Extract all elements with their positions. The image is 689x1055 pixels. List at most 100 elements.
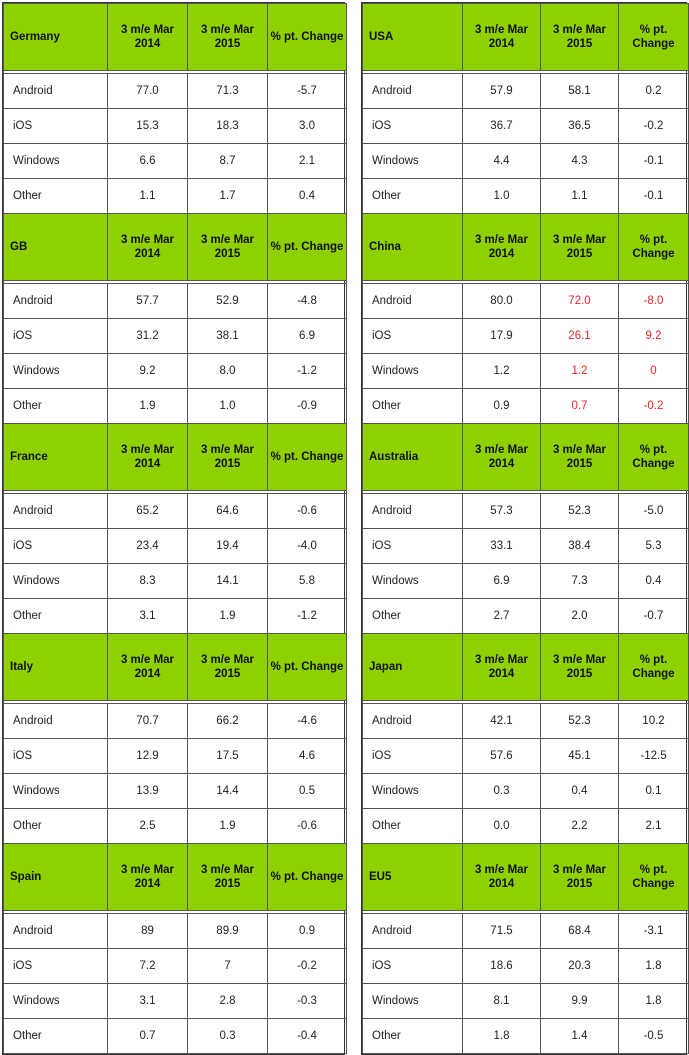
value-change: -0.2 <box>618 388 689 424</box>
os-label: Windows <box>362 983 463 1019</box>
os-label: Android <box>3 283 108 319</box>
os-label: iOS <box>362 108 463 144</box>
table-row: iOS 17.9 26.1 9.2 <box>362 318 689 354</box>
value-2015: 14.1 <box>187 563 268 599</box>
value-2015: 1.0 <box>187 388 268 424</box>
country-name: France <box>3 423 108 491</box>
country-name: Japan <box>362 633 463 701</box>
value-2015: 64.6 <box>187 493 268 529</box>
value-change: -8.0 <box>618 283 689 319</box>
value-2015: 4.3 <box>540 143 619 179</box>
value-2014: 8.1 <box>462 983 541 1019</box>
table-row: Android 65.2 64.6 -0.6 <box>3 493 347 529</box>
table-row: iOS 57.6 45.1 -12.5 <box>362 738 689 774</box>
column-header-change: % pt. Change <box>618 3 689 71</box>
value-change: -0.3 <box>267 983 347 1019</box>
value-change: 3.0 <box>267 108 347 144</box>
country-header-row: China 3 m/e Mar 2014 3 m/e Mar 2015% pt. C… <box>362 213 689 281</box>
value-2015: 71.3 <box>187 73 268 109</box>
column-header-change: % pt. Change <box>618 633 689 701</box>
left-table: Germany 3 m/e Mar 2014 3 m/e Mar 2015% pt.… <box>3 3 347 1054</box>
os-label: iOS <box>362 948 463 984</box>
column-header-2014: 3 m/e Mar 2014 <box>107 3 188 71</box>
column-header-2015: 3 m/e Mar 2015 <box>540 213 619 281</box>
value-2014: 2.5 <box>107 808 188 844</box>
value-2015: 1.1 <box>540 178 619 214</box>
os-label: Windows <box>362 773 463 809</box>
value-change: 1.8 <box>618 948 689 984</box>
value-2015: 0.4 <box>540 773 619 809</box>
table-row: Windows 8.1 9.9 1.8 <box>362 983 689 1019</box>
value-2015: 2.8 <box>187 983 268 1019</box>
column-header-2014: 3 m/e Mar 2014 <box>462 423 541 491</box>
table-row: Android 77.0 71.3 -5.7 <box>3 73 347 109</box>
column-header-2015: 3 m/e Mar 2015 <box>187 213 268 281</box>
os-label: Android <box>362 283 463 319</box>
table-row: Windows 8.3 14.1 5.8 <box>3 563 347 599</box>
table-row: iOS 18.6 20.3 1.8 <box>362 948 689 984</box>
table-row: Other 0.9 0.7 -0.2 <box>362 388 689 424</box>
value-2014: 12.9 <box>107 738 188 774</box>
table-row: iOS 23.4 19.4 -4.0 <box>3 528 347 564</box>
value-change: -5.7 <box>267 73 347 109</box>
value-2015: 72.0 <box>540 283 619 319</box>
value-2015: 1.2 <box>540 353 619 389</box>
value-change: 5.8 <box>267 563 347 599</box>
value-2014: 31.2 <box>107 318 188 354</box>
value-2015: 2.0 <box>540 598 619 634</box>
value-2015: 8.7 <box>187 143 268 179</box>
os-label: iOS <box>3 318 108 354</box>
value-2014: 23.4 <box>107 528 188 564</box>
value-2014: 65.2 <box>107 493 188 529</box>
value-2015: 1.7 <box>187 178 268 214</box>
os-label: Android <box>3 73 108 109</box>
column-header-2014: 3 m/e Mar 2014 <box>462 633 541 701</box>
value-2015: 38.4 <box>540 528 619 564</box>
table-row: Other 2.5 1.9 -0.6 <box>3 808 347 844</box>
column-header-change: % pt. Change <box>267 423 347 491</box>
value-change: -0.2 <box>267 948 347 984</box>
column-header-2014: 3 m/e Mar 2014 <box>107 843 188 911</box>
value-change: -4.6 <box>267 703 347 739</box>
os-label: Other <box>3 598 108 634</box>
os-label: Android <box>3 913 108 949</box>
country-name: USA <box>362 3 463 71</box>
value-2014: 71.5 <box>462 913 541 949</box>
country-header-row: GB 3 m/e Mar 2014 3 m/e Mar 2015% pt. Chan… <box>3 213 347 281</box>
value-2015: 8.0 <box>187 353 268 389</box>
os-label: Android <box>362 703 463 739</box>
value-2014: 3.1 <box>107 983 188 1019</box>
table-row: iOS 36.7 36.5 -0.2 <box>362 108 689 144</box>
column-header-2015: 3 m/e Mar 2015 <box>540 633 619 701</box>
country-header-row: Japan 3 m/e Mar 2014 3 m/e Mar 2015% pt. C… <box>362 633 689 701</box>
column-header-2015: 3 m/e Mar 2015 <box>187 633 268 701</box>
value-2014: 80.0 <box>462 283 541 319</box>
column-header-2014: 3 m/e Mar 2014 <box>462 843 541 911</box>
column-header-2015: 3 m/e Mar 2015 <box>187 423 268 491</box>
country-header-row: USA 3 m/e Mar 2014 3 m/e Mar 2015% pt. Cha… <box>362 3 689 71</box>
country-name: GB <box>3 213 108 281</box>
value-change: -0.1 <box>618 143 689 179</box>
value-change: 1.8 <box>618 983 689 1019</box>
value-2015: 17.5 <box>187 738 268 774</box>
value-2014: 57.6 <box>462 738 541 774</box>
os-label: iOS <box>362 738 463 774</box>
value-2014: 70.7 <box>107 703 188 739</box>
value-change: 5.3 <box>618 528 689 564</box>
country-name: EU5 <box>362 843 463 911</box>
country-header-row: France 3 m/e Mar 2014 3 m/e Mar 2015% pt. … <box>3 423 347 491</box>
value-2014: 1.2 <box>462 353 541 389</box>
value-2014: 33.1 <box>462 528 541 564</box>
os-label: Other <box>3 808 108 844</box>
column-header-change: % pt. Change <box>267 633 347 701</box>
value-2015: 0.7 <box>540 388 619 424</box>
value-change: -3.1 <box>618 913 689 949</box>
country-header-row: Italy 3 m/e Mar 2014 3 m/e Mar 2015% pt. C… <box>3 633 347 701</box>
value-2015: 26.1 <box>540 318 619 354</box>
os-label: Other <box>3 388 108 424</box>
value-2015: 89.9 <box>187 913 268 949</box>
table-row: Other 3.1 1.9 -1.2 <box>3 598 347 634</box>
value-change: -0.6 <box>267 493 347 529</box>
column-header-2014: 3 m/e Mar 2014 <box>107 213 188 281</box>
value-2014: 42.1 <box>462 703 541 739</box>
